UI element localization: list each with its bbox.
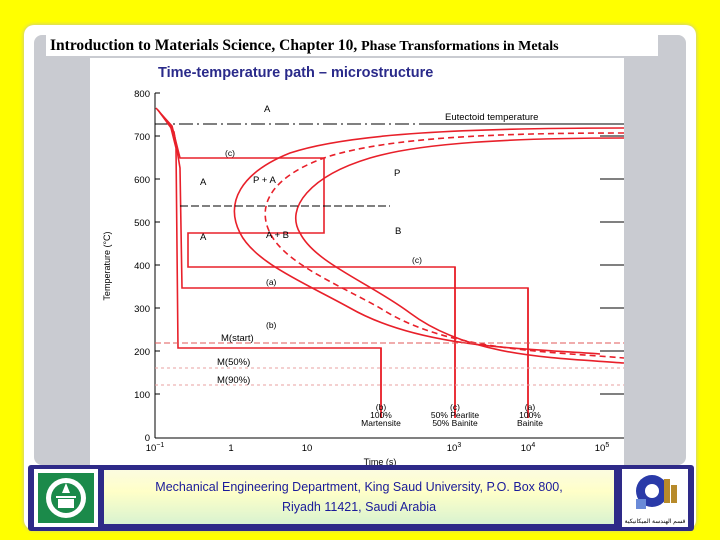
y-axis-label: Temperature (°C): [102, 231, 112, 300]
slide-title-sub: Phase Transformations in Metals: [361, 39, 559, 54]
region-b: B: [395, 226, 401, 237]
footer-address-line2: Riyadh 11421, Saudi Arabia: [281, 500, 437, 514]
bottom-label-c-line2: 50% Bainite: [432, 418, 478, 428]
path-a: [157, 109, 529, 418]
region-p: P: [394, 168, 400, 179]
bottom-label-b-line1: 100%: [370, 410, 392, 420]
x-tick-10: 10: [302, 443, 313, 454]
y-tick-100: 100: [134, 390, 150, 401]
y-tick-800: 800: [134, 89, 150, 100]
y-tick-400: 400: [134, 261, 150, 272]
x-tick-0-1: 10−1: [146, 442, 165, 454]
bottom-label-a-line1: 100%: [519, 410, 541, 420]
figure-title: Time-temperature path – microstructure: [158, 65, 433, 81]
y-tick-200: 200: [134, 347, 150, 358]
x-tick-1000: 103: [447, 442, 462, 454]
region-a-mid: A: [200, 177, 207, 188]
label-c-top: (c): [225, 148, 235, 158]
y-tick-700: 700: [134, 132, 150, 143]
c-curve-start: [233, 127, 624, 355]
slide-title: Introduction to Materials Science, Chapt…: [46, 35, 658, 56]
mech-dept-logo-text: قسم الهندسة الميكانيكية: [624, 519, 686, 525]
ttt-diagram-figure: Time-temperature path – microstructure 8…: [90, 58, 624, 470]
slide-title-main: Introduction to Materials Science, Chapt…: [50, 37, 358, 54]
bottom-label-b-letter: (b): [376, 402, 387, 412]
bottom-label-a-line2: Bainite: [517, 418, 543, 428]
bottom-label-c-letter: (c): [450, 402, 460, 412]
y-tick-600: 600: [134, 175, 150, 186]
region-p-plus-a: P + A: [253, 175, 276, 186]
label-b-path: (b): [266, 320, 277, 330]
x-tick-10000: 104: [521, 442, 536, 454]
label-m90: M(90%): [217, 375, 250, 386]
bottom-label-c-line1: 50% Pearlite: [431, 410, 479, 420]
ksu-emblem-icon: [38, 473, 94, 523]
y-tick-300: 300: [134, 304, 150, 315]
region-a-low: A: [200, 232, 207, 243]
label-m50: M(50%): [217, 357, 250, 368]
eutectoid-label: Eutectoid temperature: [445, 112, 538, 123]
gear-emblem-icon: [636, 475, 677, 509]
label-m-start: M(start): [221, 333, 254, 344]
bottom-label-a-letter: (a): [525, 402, 536, 412]
footer-bar: Mechanical Engineering Department, King …: [28, 465, 694, 531]
ksu-logo: [34, 469, 98, 527]
label-c-right: (c): [412, 255, 422, 265]
bottom-label-b-line2: Martensite: [361, 418, 401, 428]
c-curve-finish: [295, 137, 624, 364]
x-axis-label: Time (s): [364, 457, 397, 467]
c-curve-50: [264, 132, 624, 359]
path-c: [159, 112, 456, 418]
mech-dept-logo: قسم الهندسة الميكانيكية: [622, 469, 688, 527]
ttt-diagram: Time-temperature path – microstructure 8…: [102, 65, 624, 467]
region-a-top: A: [264, 104, 271, 115]
footer-address-line1: Mechanical Engineering Department, King …: [155, 480, 563, 494]
y-tick-500: 500: [134, 218, 150, 229]
region-a-plus-b: A + B: [266, 230, 289, 241]
footer-address-band: Mechanical Engineering Department, King …: [104, 470, 614, 524]
y-tick-0: 0: [145, 433, 150, 444]
label-a-path: (a): [266, 277, 277, 287]
x-tick-100000: 105: [595, 442, 610, 454]
x-tick-1: 1: [228, 443, 233, 454]
